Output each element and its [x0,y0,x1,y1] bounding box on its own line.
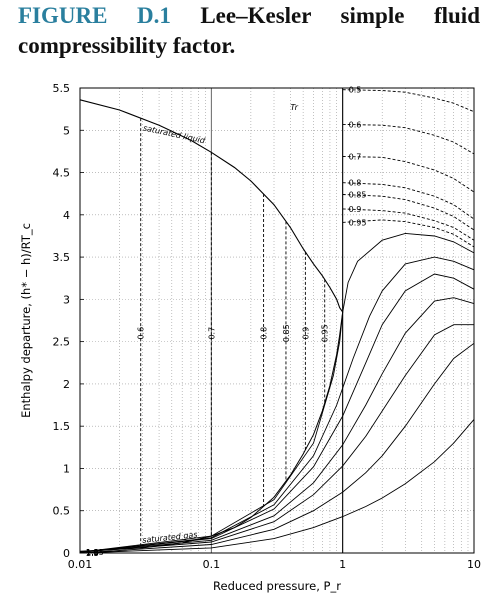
axes: 0 0.5 1 1.5 2 2.5 3 3.5 4 4.5 5 5.5 0.01 0.1 1 10 Reduce… [19,82,481,593]
subcritical-isotherm-label: 0.85 [282,324,291,342]
figure-number: FIGURE D.1 [18,3,171,28]
isotherm-0.5 [342,89,475,113]
isotherm-label: 0.8 [349,179,362,188]
y-tick-label: 0.5 [53,505,71,518]
figure-title-line1: Lee–Kesler simple fluid [200,3,480,28]
figure-title: FIGURE D.1 Lee–Kesler simple fluid [18,2,480,30]
isotherm-0.7 [342,156,475,193]
x-axis-label: Reduced pressure, P_r [213,579,341,593]
y-tick-label: 5.5 [53,82,71,95]
y-tick-label: 3.5 [53,251,71,264]
x-tick-label: 10 [467,558,481,571]
x-tick-label: 0.01 [68,558,93,571]
isotherm-1.0 [79,232,475,553]
y-axis-label: Enthalpy departure, (h* − h)/RT_c [19,223,33,418]
curves [79,88,475,554]
tr-label: Tr [290,103,298,112]
isotherm-label: 0.5 [349,86,362,95]
saturated-liquid-label: saturated liquid [142,123,206,145]
isotherm-1.5 [79,342,475,554]
isotherm-1.2 [79,297,475,553]
y-tick-label: 1 [63,462,70,475]
isotherm-1.05 [79,256,475,553]
isotherm-0.95 [342,219,475,248]
isotherm-label: 1.1 [86,548,99,557]
isotherm-label: 1.05 [86,548,104,557]
isotherm-label: 0.9 [349,205,362,214]
isotherm-label: 1.5 [86,549,99,558]
isotherm-label: 1.0 [86,548,99,557]
isotherm-0.8 [342,182,475,220]
isotherm-0.6 [342,123,475,155]
isotherm-0.85 [342,194,475,231]
isotherm-0.9 [342,208,475,241]
subcritical-isotherm-label: 0.9 [301,327,310,340]
isotherm-label: 1.3 [86,548,99,557]
figure-title-line2: compressibility factor. [18,33,236,58]
x-tick-label: 0.1 [203,558,221,571]
x-tick-label: 1 [339,558,346,571]
y-tick-label: 5 [63,124,70,137]
isotherm-label: 2.0 [86,549,99,558]
y-tick-label: 4.5 [53,167,71,180]
isotherm-1.3 [79,324,474,553]
y-tick-label: 4 [63,209,70,222]
isotherm-2.0 [79,419,475,554]
subcritical-isotherm-label: 0.95 [321,324,330,342]
y-tick-label: 0 [63,547,70,560]
subcritical-isotherm-label: 0.7 [207,327,216,340]
y-tick-label: 2 [63,378,70,391]
isotherm-label: 0.6 [349,120,362,129]
isotherm-label: 0.95 [349,218,367,227]
subcritical-isotherm-label: 0.8 [260,327,269,340]
y-tick-label: 3 [63,293,70,306]
isotherm-label: 0.85 [349,191,367,200]
isotherm-1.1 [79,273,475,553]
subcritical-isotherm-label: 0.6 [137,327,146,340]
grid [79,87,474,554]
plot-frame [79,87,475,554]
isotherm-label: 0.7 [349,152,362,161]
y-tick-label: 2.5 [53,336,71,349]
isotherm-label: 1.2 [86,548,99,557]
y-tick-label: 1.5 [53,420,71,433]
saturated-liquid-curve [79,99,344,313]
